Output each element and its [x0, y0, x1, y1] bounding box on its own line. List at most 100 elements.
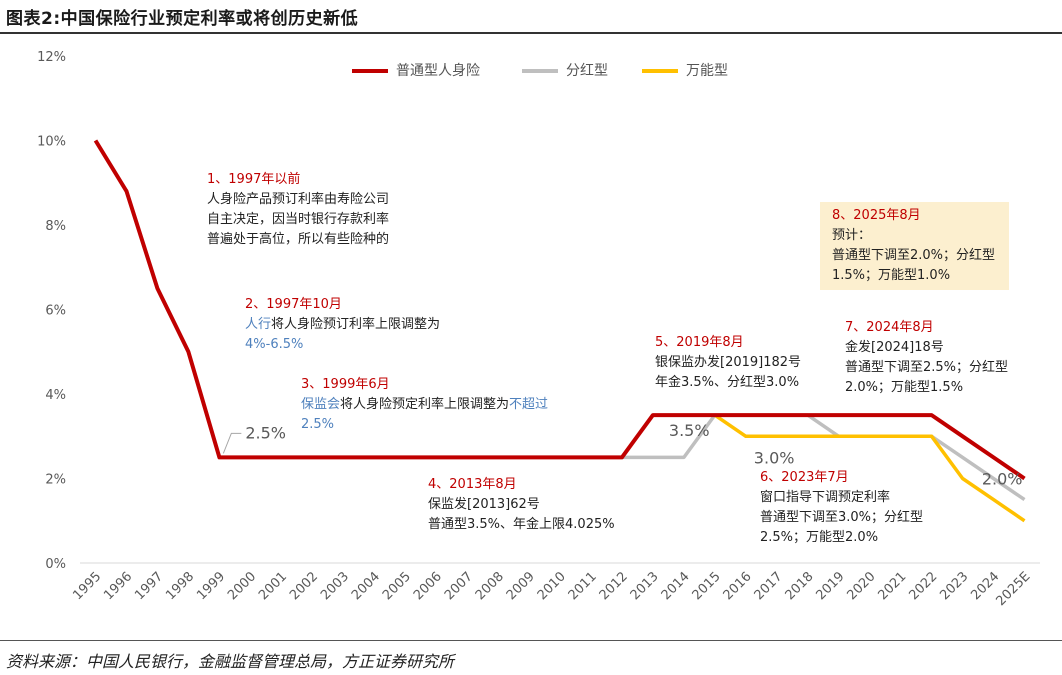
data-label: 2.5%	[245, 423, 286, 442]
data-label: 3.5%	[669, 421, 710, 440]
source-note: 资料来源：中国人民银行，金融监督管理总局，方正证券研究所	[6, 652, 455, 671]
annotation-text: 人身险产品预订利率由寿险公司	[207, 192, 390, 207]
x-tick-label: 2000	[225, 569, 259, 603]
series-line-general	[93, 139, 1026, 481]
annotation-text: 普通型3.5%、年金上限4.025%	[428, 517, 615, 532]
annotation-text: 将人身险预定利率上限调整为	[340, 397, 510, 412]
annotation-line: 金发[2024]18号	[845, 338, 1008, 358]
annotation-text: 年金3.5%、分红型3.0%	[655, 375, 800, 390]
annotation-2013-aug: 4、2013年8月 保监发[2013]62号普通型3.5%、年金上限4.025%	[428, 475, 615, 535]
x-tick-label: 2022	[906, 569, 940, 603]
annotation-text: 2.5%	[301, 417, 335, 432]
annotation-line: 普通型下调至3.0%；分红型	[760, 508, 923, 528]
annotation-heading: 1、1997年以前	[207, 172, 301, 187]
annotation-line: 保监发[2013]62号	[428, 495, 615, 515]
annotation-2025-aug-forecast: 8、2025年8月 预计： 普通型下调至2.0%；分红型 1.5%；万能型1.0%	[820, 202, 1010, 290]
annotation-line: 普遍处于高位，所以有些险种的	[207, 230, 389, 250]
x-tick-label: 2019	[814, 569, 848, 603]
annotation-text: 不超过	[509, 397, 549, 412]
y-tick-label: 6%	[45, 304, 66, 319]
x-tick-label: 2025E	[994, 569, 1034, 609]
figure-title: 图表2:中国保险行业预定利率或将创历史新低	[6, 9, 359, 29]
legend-swatch-participating	[522, 69, 558, 73]
y-tick-label: 12%	[37, 50, 66, 65]
x-tick-label: 2010	[535, 569, 569, 603]
annotation-line: 保监会将人身险预定利率上限调整为不超过	[301, 395, 548, 415]
annotation-heading: 7、2024年8月	[845, 320, 934, 335]
x-tick-label: 2003	[318, 569, 352, 603]
annotation-line: 人行将人身险预订利率上限调整为	[245, 315, 440, 335]
x-tick-label: 2007	[442, 569, 476, 603]
x-tick-label: 2006	[411, 569, 445, 603]
annotation-body: 人行将人身险预订利率上限调整为 4%-6.5%	[245, 315, 440, 355]
annotation-line: 预计：	[832, 226, 995, 246]
legend-label-participating: 分红型	[566, 63, 608, 79]
annotation-body: 保监发[2013]62号普通型3.5%、年金上限4.025%	[428, 495, 615, 535]
annotation-2019-aug: 5、2019年8月 银保监办发[2019]182号 年金3.5%、分红型3.0%	[655, 333, 801, 393]
annotation-text: 保监会	[301, 397, 341, 412]
annotation-line: 人身险产品预订利率由寿险公司	[207, 190, 389, 210]
x-tick-label: 2014	[659, 569, 693, 603]
legend-swatch-universal	[642, 69, 678, 73]
annotation-text: 窗口指导下调预定利率	[760, 490, 891, 505]
annotation-heading: 4、2013年8月	[428, 477, 517, 492]
data-label: 3.0%	[754, 448, 795, 467]
annotation-line: 2.0%；万能型1.5%	[845, 378, 1008, 398]
x-tick-label: 1997	[132, 569, 166, 603]
annotation-line: 年金3.5%、分红型3.0%	[655, 373, 801, 393]
annotation-body: 保监会将人身险预定利率上限调整为不超过 2.5%	[301, 395, 548, 435]
x-tick-label: 2013	[628, 569, 662, 603]
x-tick-label: 1998	[163, 569, 197, 603]
annotation-text: 1.5%；万能型1.0%	[832, 268, 951, 283]
annotation-heading: 8、2025年8月	[832, 208, 921, 223]
x-tick-label: 2012	[597, 569, 631, 603]
annotation-1999-jun: 3、1999年6月 保监会将人身险预定利率上限调整为不超过 2.5%	[301, 375, 548, 435]
x-tick-label: 2002	[287, 569, 321, 603]
annotation-text: 银保监办发[2019]182号	[655, 355, 802, 370]
legend-label-universal: 万能型	[686, 63, 728, 79]
x-tick-label: 2011	[566, 569, 600, 603]
annotation-line: 普通型下调至2.5%；分红型	[845, 358, 1008, 378]
x-tick-label: 2018	[783, 569, 817, 603]
y-tick-label: 2%	[45, 473, 66, 488]
annotation-line: 自主决定，因当时银行存款利率	[207, 210, 389, 230]
annotation-2024-aug: 7、2024年8月 金发[2024]18号普通型下调至2.5%；分红型 2.0%；…	[845, 318, 1008, 398]
annotation-text: 普通型下调至2.5%；分红型	[845, 360, 1009, 375]
annotation-text: 人行	[245, 317, 272, 332]
x-tick-label: 2005	[380, 569, 414, 603]
source-rule	[0, 640, 1062, 641]
series-line-participating	[621, 413, 1026, 502]
annotation-line: 2.5%	[301, 415, 548, 435]
annotation-body: 预计： 普通型下调至2.0%；分红型 1.5%；万能型1.0%	[832, 226, 995, 286]
x-tick-label: 1999	[194, 569, 228, 603]
annotation-text: 普通型下调至3.0%；分红型	[760, 510, 924, 525]
x-tick-label: 2004	[349, 569, 383, 603]
y-tick-label: 8%	[45, 219, 66, 234]
annotation-body: 窗口指导下调预定利率普通型下调至3.0%；分红型 2.5%；万能型2.0%	[760, 488, 923, 548]
legend-label-general: 普通型人身险	[396, 63, 480, 79]
y-tick-label: 4%	[45, 388, 66, 403]
annotation-body: 人身险产品预订利率由寿险公司 自主决定，因当时银行存款利率 普遍处于高位，所以有些险…	[207, 190, 389, 250]
x-tick-label: 2016	[721, 569, 755, 603]
annotation-heading: 5、2019年8月	[655, 335, 744, 350]
annotation-text: 2.5%；万能型2.0%	[760, 530, 879, 545]
annotation-text: 自主决定，因当时银行存款利率	[207, 212, 390, 227]
x-tick-label: 2023	[937, 569, 971, 603]
annotation-line: 普通型3.5%、年金上限4.025%	[428, 515, 615, 535]
annotation-heading: 2、1997年10月	[245, 297, 342, 312]
x-tick-label: 1996	[101, 569, 135, 603]
annotation-heading: 6、2023年7月	[760, 470, 849, 485]
data-label: 2.0%	[982, 470, 1023, 489]
annotation-1997-before: 1、1997年以前 人身险产品预订利率由寿险公司 自主决定，因当时银行存款利率 普遍…	[207, 170, 389, 250]
annotation-2023-jul: 6、2023年7月 窗口指导下调预定利率普通型下调至3.0%；分红型 2.5%；万…	[760, 468, 923, 548]
x-tick-label: 2001	[256, 569, 290, 603]
annotation-text: 2.0%；万能型1.5%	[845, 380, 964, 395]
x-tick-label: 2021	[875, 569, 909, 603]
annotation-line: 2.5%；万能型2.0%	[760, 528, 923, 548]
annotation-text: 普遍处于高位，所以有些险种的	[207, 232, 390, 247]
title-rule	[0, 32, 1062, 34]
annotation-line: 4%-6.5%	[245, 335, 440, 355]
x-tick-label: 2008	[473, 569, 507, 603]
annotation-body: 金发[2024]18号普通型下调至2.5%；分红型 2.0%；万能型1.5%	[845, 338, 1008, 398]
annotation-line: 银保监办发[2019]182号	[655, 353, 801, 373]
